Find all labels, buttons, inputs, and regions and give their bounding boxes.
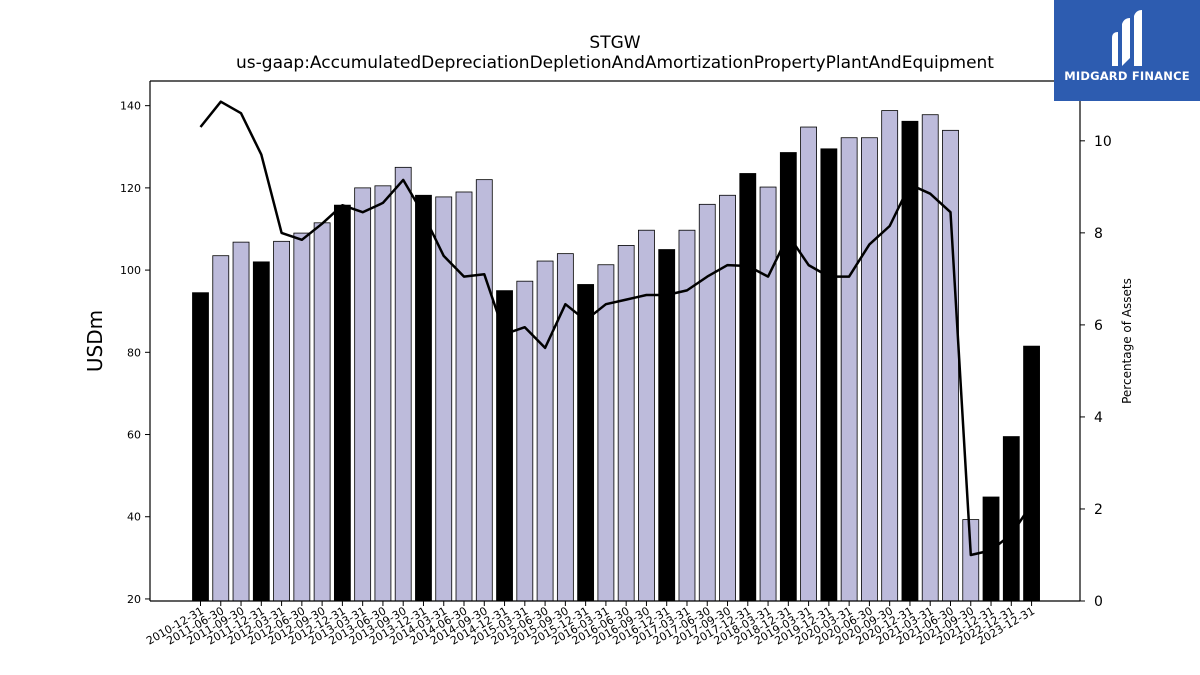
y2-tick-label: 4 (1094, 410, 1103, 426)
y-axis-label: USDm (83, 310, 107, 372)
bar (536, 260, 554, 602)
bar (212, 255, 230, 602)
y2-tick-label: 2 (1094, 502, 1103, 518)
bar (942, 129, 959, 602)
y-tick-label: 60 (127, 429, 141, 442)
y2-tick-label: 6 (1094, 318, 1103, 334)
bar (455, 191, 473, 602)
logo-mark-icon (1112, 10, 1142, 66)
bar (820, 148, 838, 602)
bar (597, 264, 615, 602)
bar (394, 166, 412, 602)
y2-tick-label: 0 (1094, 594, 1103, 610)
bar (232, 241, 250, 602)
bar (354, 187, 372, 602)
y2-tick-label: 8 (1094, 226, 1103, 242)
bar (658, 249, 676, 602)
bar (800, 126, 817, 602)
y-tick-label: 140 (120, 100, 141, 113)
y-tick-label: 120 (120, 182, 141, 195)
y-tick-label: 80 (127, 346, 141, 359)
chart-subtitle: us-gaap:AccumulatedDepreciationDepletion… (236, 53, 994, 73)
bar (962, 519, 980, 602)
percentage-line (199, 100, 1033, 557)
y2-axis-label: Percentage of Assets (1120, 278, 1134, 404)
bar (415, 194, 432, 602)
bar (374, 185, 392, 602)
bar (739, 173, 757, 602)
bar (293, 232, 311, 602)
bar (475, 179, 493, 602)
bar (273, 240, 290, 602)
bar (1002, 436, 1020, 602)
logo-text: MIDGARD FINANCE (1064, 69, 1190, 83)
y-tick-label: 40 (127, 511, 141, 524)
bar (759, 186, 777, 602)
bar (698, 203, 716, 602)
bar (333, 204, 351, 602)
bar (881, 110, 899, 602)
bar (779, 152, 797, 602)
bar (861, 137, 878, 602)
bar (840, 137, 858, 602)
bar (252, 261, 270, 602)
bar (719, 194, 736, 602)
y2-tick-label: 10 (1094, 134, 1112, 150)
chart-title: STGW (589, 33, 641, 53)
bar (921, 114, 939, 602)
y-tick-label: 100 (120, 264, 141, 277)
bar (313, 222, 331, 602)
bar (192, 292, 209, 602)
y-tick-label: 20 (127, 593, 141, 606)
bar (638, 229, 655, 602)
midgard-finance-logo: MIDGARD FINANCE (1054, 0, 1200, 101)
bar (496, 290, 513, 602)
bar (1023, 345, 1040, 602)
bar (577, 284, 595, 602)
